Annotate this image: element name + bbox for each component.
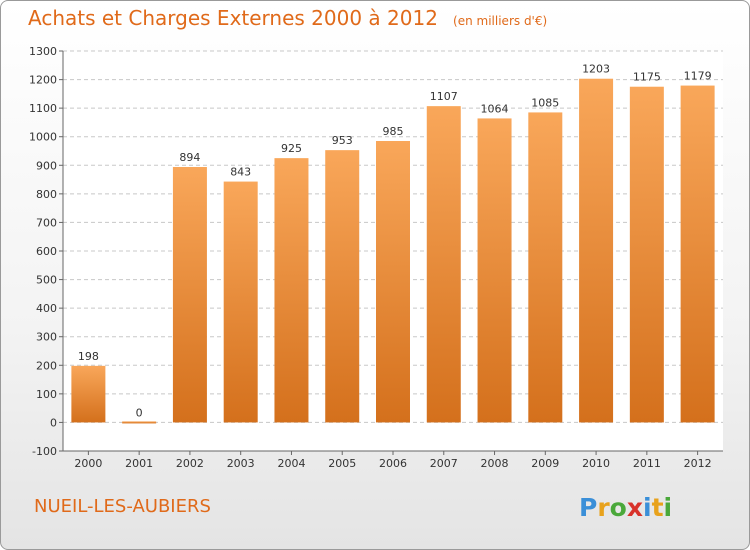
- data-label-2011: 1175: [633, 71, 661, 84]
- data-label-2000: 198: [78, 350, 99, 363]
- data-label-2010: 1203: [582, 63, 610, 76]
- data-label-2009: 1085: [531, 96, 559, 109]
- bar-2010: [579, 78, 614, 423]
- bar-2006: [376, 141, 410, 423]
- y-tick-label: 1000: [29, 131, 57, 144]
- y-tick-label: -100: [32, 445, 57, 458]
- data-label-2005: 953: [332, 134, 353, 147]
- bar-2001: [122, 421, 157, 424]
- y-tick-label: 600: [36, 245, 57, 258]
- bar-2004: [274, 158, 309, 423]
- data-label-2007: 1107: [430, 90, 458, 103]
- x-tick-label-2005: 2005: [328, 457, 356, 470]
- plot-area: -100 0 100 200 300 400 500 600 700 800 900 1000 1100…: [29, 45, 723, 470]
- svg-text:Proxiti: Proxiti: [579, 493, 672, 522]
- y-tick-label: 300: [36, 331, 57, 344]
- x-tick-label-2003: 2003: [227, 457, 255, 470]
- commune-name: NUEIL-LES-AUBIERS: [34, 496, 211, 517]
- data-label-2004: 925: [281, 142, 302, 155]
- data-label-2002: 894: [179, 151, 200, 164]
- bar-2009: [528, 112, 563, 423]
- bar-2003: [223, 181, 258, 423]
- bar-2005: [325, 150, 360, 423]
- data-label-2003: 843: [230, 166, 251, 179]
- x-tick-label-2011: 2011: [633, 457, 661, 470]
- y-tick-label: 900: [36, 159, 57, 172]
- y-tick-label: 500: [36, 274, 57, 287]
- data-label-2012: 1179: [684, 70, 712, 83]
- x-tick-label-2009: 2009: [531, 457, 559, 470]
- y-tick-label: 400: [36, 302, 57, 315]
- x-tick-label-2010: 2010: [582, 457, 610, 470]
- y-tick-label: 1200: [29, 74, 57, 87]
- y-tick-label: 800: [36, 188, 57, 201]
- x-tick-label-2000: 2000: [74, 457, 102, 470]
- bar-2008: [477, 118, 512, 423]
- y-tick-label: 100: [36, 388, 57, 401]
- chart-title-unit: (en milliers d'€): [453, 14, 548, 28]
- x-tick-label-2012: 2012: [684, 457, 712, 470]
- data-label-2008: 1064: [481, 102, 509, 115]
- y-tick-label: 700: [36, 216, 57, 229]
- bar-2012: [680, 85, 715, 423]
- bar-2007: [426, 106, 461, 423]
- chart-title-main: Achats et Charges Externes 2000 à 2012: [28, 6, 438, 30]
- data-label-2001: 0: [136, 406, 143, 419]
- data-label-2006: 985: [383, 125, 404, 138]
- y-tick-label: 200: [36, 359, 57, 372]
- x-tick-label-2001: 2001: [125, 457, 153, 470]
- y-tick-label: 1300: [29, 45, 57, 58]
- bar-2011: [629, 86, 664, 423]
- y-tick-label: 1100: [29, 102, 57, 115]
- y-tick-label: 0: [50, 416, 57, 429]
- x-tick-label-2008: 2008: [481, 457, 509, 470]
- x-tick-label-2004: 2004: [277, 457, 305, 470]
- x-tick-label-2007: 2007: [430, 457, 458, 470]
- chart-title: Achats et Charges Externes 2000 à 2012 (…: [28, 6, 547, 30]
- bar-2002: [172, 167, 207, 423]
- x-tick-label-2006: 2006: [379, 457, 407, 470]
- bar-2000: [71, 365, 106, 423]
- proxiti-logo: Proxiti: [579, 493, 672, 522]
- x-tick-label-2002: 2002: [176, 457, 204, 470]
